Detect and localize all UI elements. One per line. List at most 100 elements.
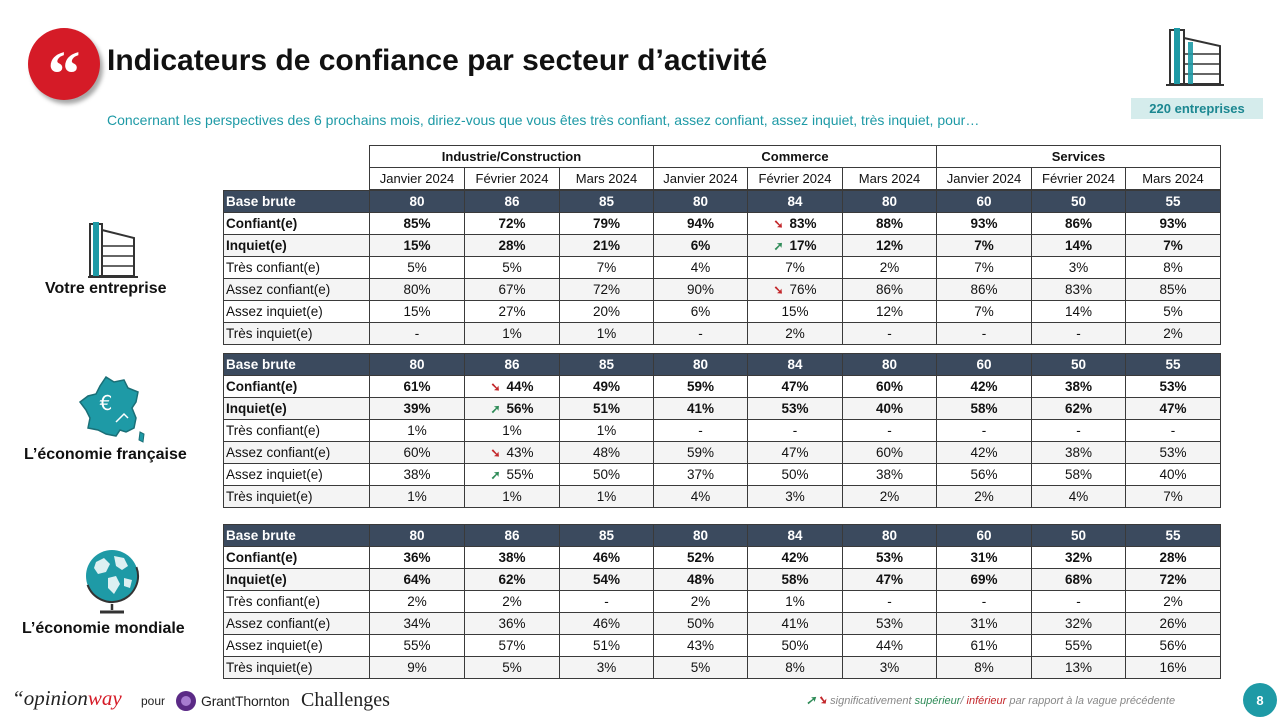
row-label: Très inquiet(e) <box>223 322 370 345</box>
table-row: Assez confiant(e) 34% 36% 46% 50% 41% 53% 31% 32… <box>223 612 1221 635</box>
value-cell: 4% <box>653 256 748 279</box>
value-cell: 4% <box>1031 485 1126 508</box>
value-cell: ➘ 43% <box>464 441 560 464</box>
section-label-monde: L’économie mondiale <box>22 620 185 637</box>
table-row: Inquiet(e) 15% 28% 21% 6% ➚ 17% 12% 7% 14% 7% <box>223 234 1221 257</box>
value-cell: 49% <box>559 375 654 398</box>
value-cell: ➘ 83% <box>747 212 843 235</box>
value-cell: 86 <box>464 190 560 213</box>
row-label: Très inquiet(e) <box>223 485 370 508</box>
value-cell: 85 <box>559 524 654 547</box>
value-cell: 61% <box>936 634 1032 657</box>
table-row: Base brute 80 86 85 80 84 80 60 50 55 <box>223 524 1221 547</box>
row-label: Assez inquiet(e) <box>223 300 370 323</box>
value-cell: 38% <box>1031 375 1126 398</box>
row-label: Inquiet(e) <box>223 234 370 257</box>
value-cell: 15% <box>747 300 843 323</box>
month-header: Mars 2024 <box>842 167 937 190</box>
value-cell: 68% <box>1031 568 1126 591</box>
value-cell: 43% <box>653 634 748 657</box>
value-cell: ➘ 76% <box>747 278 843 301</box>
section-label-france: L’économie française <box>24 446 187 463</box>
arrow-down-icon: ➘ <box>773 283 784 297</box>
value-cell: 58% <box>747 568 843 591</box>
row-label: Assez confiant(e) <box>223 612 370 635</box>
value-cell: 5% <box>653 656 748 679</box>
value-cell: 59% <box>653 441 748 464</box>
value-cell: - <box>1031 419 1126 442</box>
value-cell: 2% <box>747 322 843 345</box>
table-row: Assez confiant(e) 80% 67% 72% 90% ➘ 76% 86% 86% 8… <box>223 278 1221 301</box>
value-cell: 94% <box>653 212 748 235</box>
value-cell: 53% <box>842 546 937 569</box>
value-cell: - <box>747 419 843 442</box>
month-header: Février 2024 <box>747 167 843 190</box>
value-cell: - <box>842 419 937 442</box>
significance-legend: ➚➘ significativement supérieur/ inférieu… <box>806 693 1176 707</box>
value-cell: 15% <box>369 300 465 323</box>
table-economie-francaise: Base brute 80 86 85 80 84 80 60 50 55 Confiant(e) 6… <box>223 353 1221 508</box>
value-cell: 79% <box>559 212 654 235</box>
value-cell: - <box>1031 322 1126 345</box>
table-row: Assez inquiet(e) 15% 27% 20% 6% 15% 12% 7% 14% 5% <box>223 300 1221 323</box>
value-cell: ➚ 56% <box>464 397 560 420</box>
value-cell: 55 <box>1125 190 1221 213</box>
value-cell: 55% <box>1031 634 1126 657</box>
row-label: Assez inquiet(e) <box>223 634 370 657</box>
value-cell: - <box>936 419 1032 442</box>
arrow-up-icon: ➚ <box>773 239 784 253</box>
row-label: Très confiant(e) <box>223 419 370 442</box>
group-header-commerce: Commerce <box>653 145 937 168</box>
value-cell: ➚ 55% <box>464 463 560 486</box>
svg-text:€: € <box>100 391 113 415</box>
table-economie-mondiale: Base brute 80 86 85 80 84 80 60 50 55 Confiant(e) 3… <box>223 524 1221 679</box>
value-cell: 72% <box>464 212 560 235</box>
value-cell: 86% <box>1031 212 1126 235</box>
value-cell: 42% <box>747 546 843 569</box>
value-cell: 56% <box>1125 634 1221 657</box>
value-cell: 80 <box>369 190 465 213</box>
group-header-industrie: Industrie/Construction <box>369 145 654 168</box>
table-row: Assez confiant(e) 60% ➘ 43% 48% 59% 47% 60% 42% 3… <box>223 441 1221 464</box>
value-cell: - <box>936 322 1032 345</box>
value-cell: 60 <box>936 353 1032 376</box>
value-cell: 83% <box>1031 278 1126 301</box>
value-cell: 34% <box>369 612 465 635</box>
value-cell: 48% <box>653 568 748 591</box>
value-cell: - <box>559 590 654 613</box>
value-cell: 47% <box>1125 397 1221 420</box>
value-cell: 53% <box>842 612 937 635</box>
value-cell: 6% <box>653 300 748 323</box>
value-cell: 21% <box>559 234 654 257</box>
value-cell: 38% <box>842 463 937 486</box>
month-header: Mars 2024 <box>1125 167 1221 190</box>
value-cell: 13% <box>1031 656 1126 679</box>
row-label: Inquiet(e) <box>223 397 370 420</box>
value-cell: 72% <box>559 278 654 301</box>
value-cell: 1% <box>747 590 843 613</box>
row-label: Assez inquiet(e) <box>223 463 370 486</box>
value-cell: 80 <box>842 353 937 376</box>
value-cell: 46% <box>559 546 654 569</box>
month-header: Mars 2024 <box>559 167 654 190</box>
value-cell: 8% <box>936 656 1032 679</box>
value-cell: 50% <box>559 463 654 486</box>
value-cell: 6% <box>653 234 748 257</box>
value-cell: 50 <box>1031 190 1126 213</box>
value-cell: 53% <box>1125 441 1221 464</box>
value-cell: 1% <box>559 322 654 345</box>
value-cell: 2% <box>1125 322 1221 345</box>
arrow-up-icon: ➚ <box>806 693 817 707</box>
value-cell: 93% <box>1125 212 1221 235</box>
pour-text: pour <box>141 694 166 708</box>
row-label: Inquiet(e) <box>223 568 370 591</box>
table-row: Inquiet(e) 64% 62% 54% 48% 58% 47% 69% 68% 72% <box>223 568 1221 591</box>
value-cell: 50% <box>747 634 843 657</box>
value-cell: 5% <box>1125 300 1221 323</box>
value-cell: 31% <box>936 546 1032 569</box>
table-row: Confiant(e) 85% 72% 79% 94% ➘ 83% 88% 93% 86% 93% <box>223 212 1221 235</box>
value-cell: 2% <box>842 256 937 279</box>
value-cell: 7% <box>1125 234 1221 257</box>
row-label: Très inquiet(e) <box>223 656 370 679</box>
value-cell: 58% <box>1031 463 1126 486</box>
